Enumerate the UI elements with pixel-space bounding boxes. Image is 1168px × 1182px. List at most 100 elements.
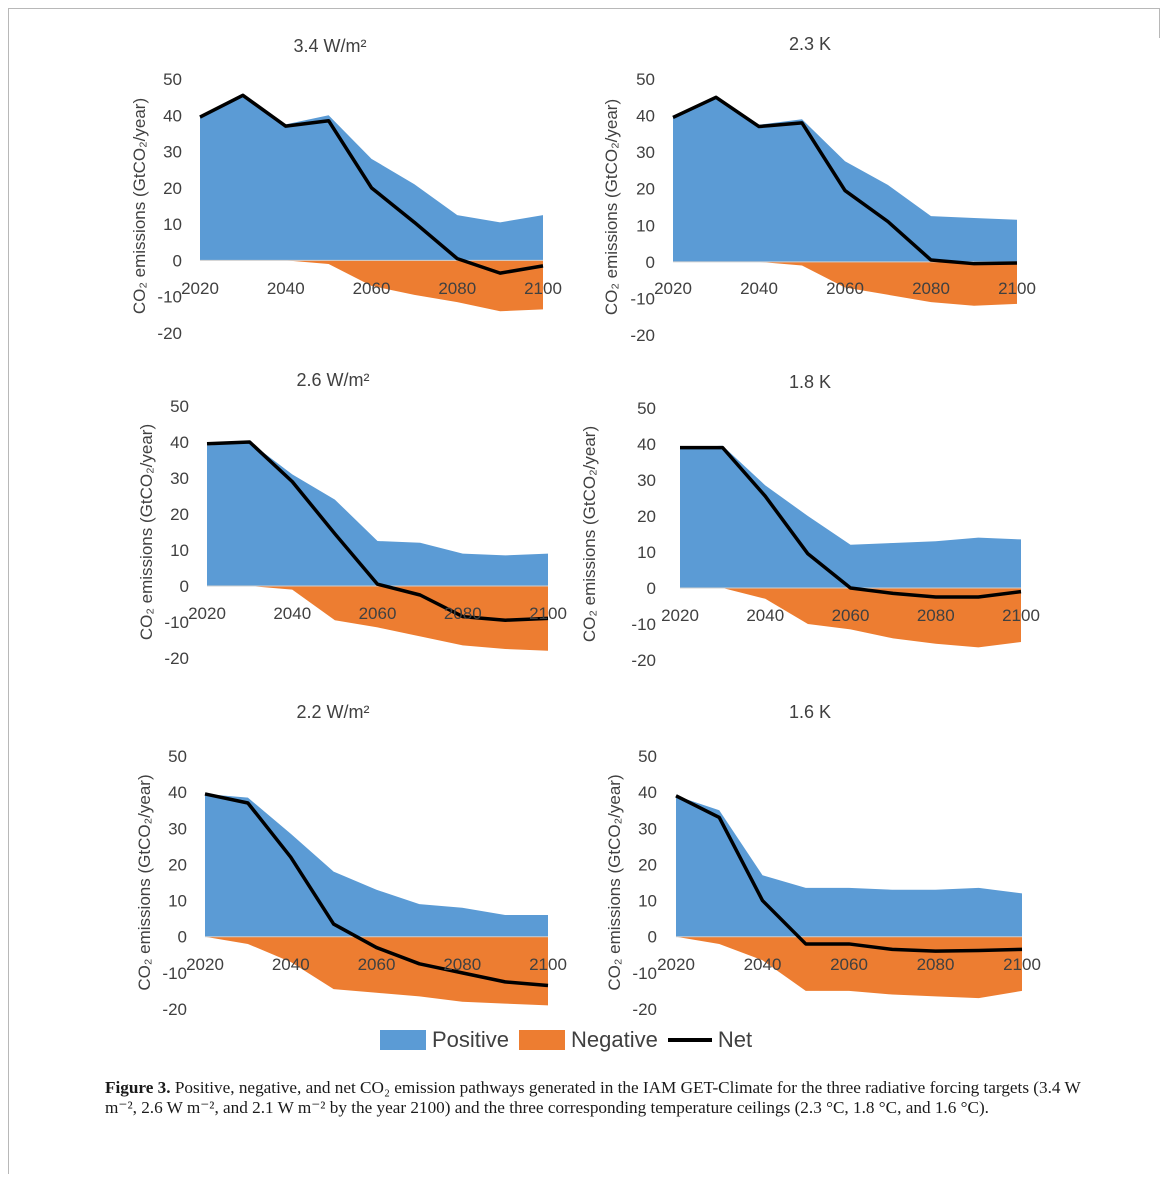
y-tick-label: 10 bbox=[637, 543, 656, 562]
chart-panel-3: -20 -10 0 10 20 30 40 50 2020 2040 2060 2080 2100 2.6… bbox=[137, 370, 567, 668]
y-tick-label: 0 bbox=[647, 579, 656, 598]
x-tick-label: 2100 bbox=[529, 604, 567, 623]
y-tick-label: 10 bbox=[168, 892, 187, 911]
legend-line-net bbox=[667, 1038, 712, 1042]
y-tick-label: 10 bbox=[163, 215, 182, 234]
caption-label: Figure 3. bbox=[105, 1078, 171, 1097]
y-tick-label: -20 bbox=[632, 1000, 657, 1019]
area-negative-3 bbox=[207, 586, 548, 651]
caption-text: Positive, negative, and net CO₂ emission… bbox=[105, 1078, 1081, 1117]
y-axis-label: CO₂ emissions (GtCO₂/year) bbox=[130, 98, 149, 314]
frame-edge-right bbox=[1159, 8, 1160, 38]
area-negative-5 bbox=[205, 936, 548, 1006]
y-tick-label: 50 bbox=[168, 747, 187, 766]
y-axis-label: CO₂ emissions (GtCO₂/year) bbox=[135, 774, 154, 990]
y-tick-label: -20 bbox=[162, 1000, 187, 1019]
y-tick-label: -20 bbox=[164, 649, 189, 668]
y-tick-label: -10 bbox=[164, 613, 189, 632]
area-positive-3 bbox=[207, 442, 548, 586]
y-tick-label: 20 bbox=[168, 855, 187, 874]
line-net-1 bbox=[199, 93, 544, 275]
line-net-5 bbox=[204, 792, 549, 988]
y-tick-label: 0 bbox=[178, 928, 187, 947]
x-tick-label: 2040 bbox=[273, 604, 311, 623]
y-tick-label: 10 bbox=[636, 216, 655, 235]
y-tick-label: 40 bbox=[163, 106, 182, 125]
area-negative-2 bbox=[673, 261, 1017, 306]
y-tick-label: 40 bbox=[636, 107, 655, 126]
x-tick-label: 2040 bbox=[746, 606, 784, 625]
y-axis-label: CO₂ emissions (GtCO₂/year) bbox=[580, 426, 599, 642]
x-tick-label: 2040 bbox=[267, 279, 305, 298]
y-tick-label: 50 bbox=[638, 747, 657, 766]
legend-item-net: Net bbox=[667, 1027, 752, 1053]
x-tick-label: 2020 bbox=[661, 606, 699, 625]
y-tick-label: 20 bbox=[638, 855, 657, 874]
legend: Positive Negative Net bbox=[380, 1025, 752, 1055]
y-tick-label: 50 bbox=[636, 70, 655, 89]
x-tick-label: 2080 bbox=[917, 606, 955, 625]
x-tick-label: 2040 bbox=[744, 955, 782, 974]
chart-title: 1.8 K bbox=[789, 372, 831, 392]
y-tick-label: 50 bbox=[170, 397, 189, 416]
y-tick-label: 0 bbox=[646, 253, 655, 272]
x-tick-label: 2080 bbox=[443, 955, 481, 974]
y-tick-label: -20 bbox=[157, 324, 182, 343]
x-tick-label: 2020 bbox=[181, 279, 219, 298]
y-tick-label: 30 bbox=[168, 819, 187, 838]
chart-title: 2.6 W/m² bbox=[296, 370, 369, 390]
line-net-2 bbox=[672, 95, 1018, 266]
y-tick-label: -10 bbox=[631, 615, 656, 634]
y-axis-label: CO₂ emissions (GtCO₂/year) bbox=[605, 774, 624, 990]
y-tick-label: 50 bbox=[163, 70, 182, 89]
y-tick-label: 20 bbox=[636, 180, 655, 199]
area-positive-4 bbox=[680, 445, 1021, 588]
y-tick-label: 20 bbox=[637, 507, 656, 526]
y-tick-label: -10 bbox=[632, 964, 657, 983]
x-tick-label: 2080 bbox=[917, 955, 955, 974]
x-tick-label: 2060 bbox=[353, 279, 391, 298]
y-tick-label: -20 bbox=[630, 326, 655, 345]
x-tick-label: 2080 bbox=[912, 279, 950, 298]
area-negative-1 bbox=[200, 260, 543, 312]
x-tick-label: 2020 bbox=[657, 955, 695, 974]
y-tick-label: 50 bbox=[637, 399, 656, 418]
y-tick-label: 10 bbox=[638, 892, 657, 911]
y-tick-label: 10 bbox=[170, 541, 189, 560]
figure-frame bbox=[8, 8, 1160, 1174]
x-tick-label: 2040 bbox=[272, 955, 310, 974]
x-tick-label: 2080 bbox=[438, 279, 476, 298]
y-tick-label: -10 bbox=[630, 289, 655, 308]
chart-panel-2: -20 -10 0 10 20 30 40 50 2020 2040 2060 2080 2100 2.3… bbox=[602, 34, 1036, 345]
x-tick-label: 2100 bbox=[529, 955, 567, 974]
y-tick-label: 0 bbox=[180, 577, 189, 596]
y-tick-label: 30 bbox=[636, 143, 655, 162]
y-tick-label: 30 bbox=[637, 471, 656, 490]
y-tick-label: 40 bbox=[170, 433, 189, 452]
x-tick-label: 2080 bbox=[444, 604, 482, 623]
x-tick-label: 2060 bbox=[358, 955, 396, 974]
x-tick-label: 2040 bbox=[740, 279, 778, 298]
legend-label-positive: Positive bbox=[432, 1027, 510, 1052]
x-tick-label: 2100 bbox=[1002, 606, 1040, 625]
x-tick-label: 2100 bbox=[524, 279, 562, 298]
y-tick-label: 30 bbox=[170, 469, 189, 488]
y-tick-label: -10 bbox=[162, 964, 187, 983]
y-tick-label: 30 bbox=[638, 819, 657, 838]
chart-title: 3.4 W/m² bbox=[293, 36, 366, 56]
legend-swatch-negative bbox=[519, 1030, 566, 1050]
legend-item-negative: Negative bbox=[519, 1027, 658, 1053]
chart-title: 2.3 K bbox=[789, 34, 831, 54]
line-net-3 bbox=[206, 440, 549, 622]
chart-panel-1: -20 -10 0 10 20 30 40 50 2020 2040 2060 2080 2100 3.4… bbox=[130, 36, 562, 343]
chart-title: 1.6 K bbox=[789, 702, 831, 722]
chart-panel-4: -20 -10 0 10 20 30 40 50 2020 2040 2060 2080 2100 1.8… bbox=[580, 372, 1040, 670]
line-net-6 bbox=[675, 794, 1023, 953]
y-tick-label: 20 bbox=[170, 505, 189, 524]
x-tick-label: 2020 bbox=[188, 604, 226, 623]
x-tick-label: 2060 bbox=[826, 279, 864, 298]
x-tick-label: 2020 bbox=[186, 955, 224, 974]
line-net-4 bbox=[680, 445, 1022, 599]
y-tick-label: 20 bbox=[163, 179, 182, 198]
